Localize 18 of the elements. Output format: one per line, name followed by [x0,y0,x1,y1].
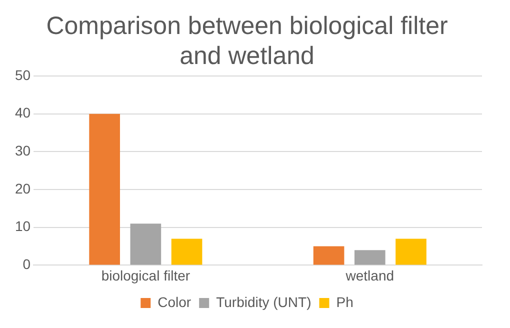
bar [130,224,162,265]
y-tick-label: 50 [14,66,31,83]
x-tick-label: wetland [344,267,394,284]
chart-title: Comparison between biological filter and wetland [46,12,448,70]
y-tick-label: 30 [14,142,31,159]
bar [313,246,344,265]
legend-label: Turbidity (UNT) [216,294,312,310]
bar [396,238,426,265]
x-tick-label: biological filter [101,267,190,284]
bar [89,114,120,265]
y-tick-label: 40 [14,104,31,121]
y-tick-label: 20 [14,180,31,196]
legend-label: Color [158,294,192,310]
legend-label: Ph [336,294,354,310]
y-tick-label: 0 [22,256,31,272]
bar [354,250,386,265]
bar [171,238,202,265]
y-tick-label: 10 [14,218,31,234]
